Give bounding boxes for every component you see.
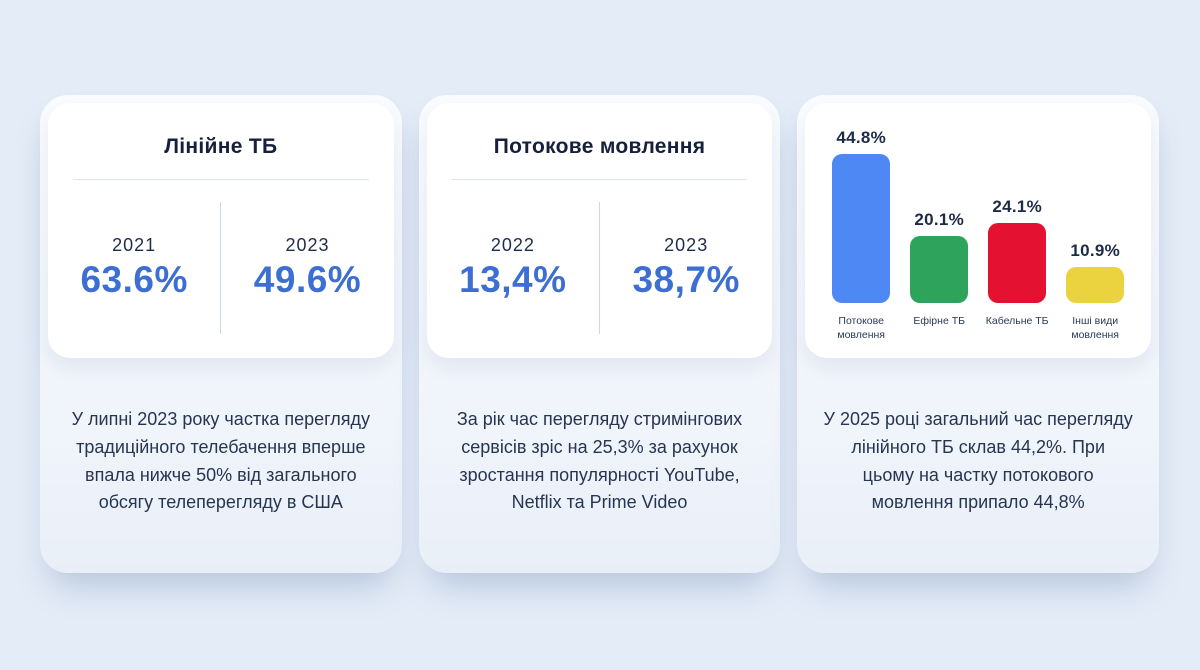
stat-year: 2022	[490, 235, 535, 255]
stat-value: 38,7%	[632, 259, 740, 300]
stats-row: 2022 13,4% 2023 38,7%	[427, 180, 773, 356]
bar-value-label: 44.8%	[836, 128, 887, 147]
bar-group: 20.1% Ефірне ТБ	[900, 128, 978, 345]
bar-group: 10.9% Інші види мовлення	[1056, 128, 1134, 345]
description-block: У 2025 році загальний час перегляду ліні…	[805, 358, 1151, 565]
bar-other	[1066, 267, 1125, 303]
bar-category-label: Кабельне ТБ	[985, 315, 1049, 327]
bar-value-label: 20.1%	[914, 210, 965, 229]
stats-row: 2021 63.6% 2023 49.6%	[48, 180, 394, 356]
description-text: За рік час перегляду стримінгових сервіс…	[456, 408, 743, 513]
stat-value: 63.6%	[80, 259, 188, 300]
stat-2021: 2021 63.6%	[48, 235, 220, 301]
infographic-board: Лінійне ТБ 2021 63.6% 2023 49.6% У липні…	[40, 95, 1160, 573]
bar-category-label: Ефірне ТБ	[913, 315, 966, 327]
bar-chart: 44.8% Потокове мовлення 20.1% Ефірне ТБ …	[805, 128, 1151, 345]
panel-linear-tv: Лінійне ТБ 2021 63.6% 2023 49.6% У липні…	[40, 95, 402, 573]
card-title: Лінійне ТБ	[164, 135, 278, 158]
stat-2022: 2022 13,4%	[427, 235, 599, 301]
bar-value-label: 10.9%	[1070, 241, 1121, 260]
description-text: У 2025 році загальний час перегляду ліні…	[823, 408, 1133, 513]
bar-category-label: Потокове мовлення	[837, 315, 885, 341]
bar-value-label: 24.1%	[992, 197, 1043, 216]
description-block: У липні 2023 року частка перегляду тради…	[48, 358, 394, 565]
stat-year: 2023	[664, 235, 709, 255]
stat-card-streaming: Потокове мовлення 2022 13,4% 2023 38,7%	[426, 103, 773, 358]
stat-2023: 2023 38,7%	[600, 235, 772, 301]
vertical-divider	[220, 202, 222, 334]
bar-streaming	[832, 154, 891, 303]
horizontal-divider	[73, 179, 369, 180]
description-text: У липні 2023 року частка перегляду тради…	[71, 408, 371, 513]
stat-value: 13,4%	[459, 259, 567, 300]
stat-year: 2023	[285, 235, 330, 255]
bar-broadcast-tv	[910, 236, 969, 303]
panel-streaming: Потокове мовлення 2022 13,4% 2023 38,7% …	[418, 95, 781, 573]
stat-year: 2021	[112, 235, 157, 255]
panel-bar-chart: 44.8% Потокове мовлення 20.1% Ефірне ТБ …	[797, 95, 1160, 573]
bar-chart-card: 44.8% Потокове мовлення 20.1% Ефірне ТБ …	[805, 103, 1152, 358]
stat-card-linear-tv: Лінійне ТБ 2021 63.6% 2023 49.6%	[48, 103, 394, 358]
bar-group: 44.8% Потокове мовлення	[822, 128, 900, 345]
bar-cable-tv	[988, 223, 1047, 303]
bar-group: 24.1% Кабельне ТБ	[978, 128, 1056, 345]
description-block: За рік час перегляду стримінгових сервіс…	[427, 358, 773, 565]
card-title: Потокове мовлення	[493, 135, 706, 158]
vertical-divider	[599, 202, 601, 334]
bar-category-label: Інші види мовлення	[1071, 315, 1119, 341]
stat-value: 49.6%	[253, 259, 362, 300]
stat-2023: 2023 49.6%	[221, 235, 393, 301]
horizontal-divider	[451, 179, 748, 180]
